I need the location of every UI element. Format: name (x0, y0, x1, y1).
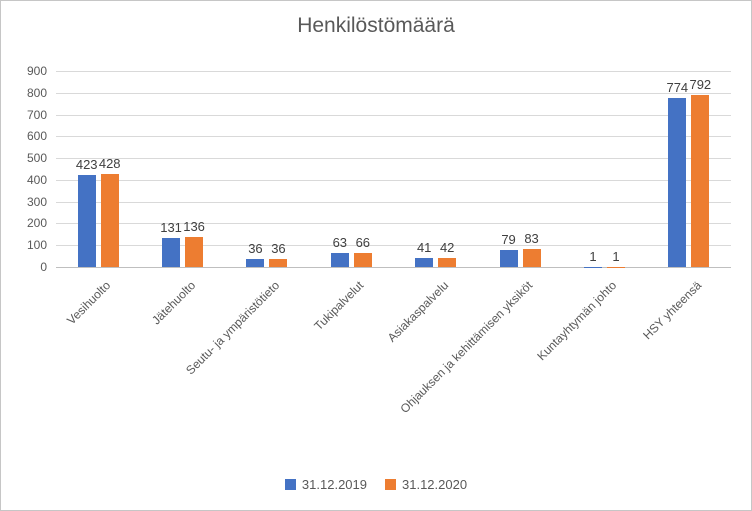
y-tick-label: 0 (40, 260, 47, 274)
legend-swatch (385, 479, 396, 490)
gridline (56, 179, 731, 181)
bar (499, 249, 518, 267)
data-label: 131 (160, 220, 182, 236)
y-tick-label: 500 (26, 151, 47, 166)
data-label: 428 (98, 155, 121, 171)
legend-label: 31.12.2020 (402, 477, 468, 492)
x-category-label: HSY yhteensä (640, 278, 705, 343)
data-label: 774 (666, 80, 689, 96)
bar (691, 94, 710, 267)
data-label: 36 (271, 241, 286, 257)
data-label: 136 (183, 219, 205, 235)
plot-area: 0 100 200 300 400 500 600 700 800 900 423 428 Vesihu… (27, 65, 731, 416)
y-tick-label: 200 (26, 216, 47, 231)
x-category-label: Asiakaspalvelu (384, 278, 451, 345)
y-tick-label: 300 (26, 194, 47, 209)
data-label: 63 (332, 235, 348, 251)
legend: 31.12.2019 31.12.2020 (1, 477, 751, 492)
bar (330, 253, 349, 267)
data-label: 41 (416, 240, 432, 256)
x-category-label: Seutu- ja ympäristötieto (183, 278, 283, 378)
y-tick-label: 900 (26, 64, 47, 78)
legend-label: 31.12.2019 (301, 477, 367, 492)
x-category-label: Tukipalvelut (311, 278, 367, 334)
bar (162, 238, 181, 267)
data-label: 42 (439, 239, 455, 255)
data-label: 36 (248, 241, 263, 257)
bar (269, 259, 288, 267)
data-label: 1 (612, 248, 620, 264)
y-tick-label: 700 (26, 107, 47, 122)
gridline (56, 114, 731, 116)
gridline (56, 71, 731, 72)
data-label: 1 (589, 248, 597, 264)
y-tick-label: 600 (26, 129, 47, 144)
bar (438, 257, 457, 267)
bar (185, 237, 204, 267)
data-label: 792 (689, 76, 712, 92)
gridline (56, 223, 731, 225)
gridline (56, 158, 731, 160)
bar (522, 248, 541, 267)
x-category-label: Kuntayhtymän johto (534, 278, 620, 364)
bar (668, 98, 687, 267)
data-label: 423 (75, 156, 98, 172)
gridline (56, 201, 731, 203)
legend-item: 31.12.2019 (284, 477, 367, 492)
chart-title: Henkilöstömäärä (297, 14, 455, 37)
bar (353, 252, 372, 267)
bar (77, 174, 96, 267)
legend-swatch (284, 479, 296, 490)
y-tick-label: 100 (26, 238, 47, 253)
legend-item: 31.12.2020 (385, 477, 467, 492)
data-label: 79 (501, 231, 516, 247)
y-tick-label: 800 (26, 85, 47, 100)
data-label: 66 (355, 234, 371, 250)
y-tick-label: 400 (26, 172, 47, 187)
x-category-label: Vesihuolto (64, 278, 114, 328)
bar (100, 173, 119, 267)
x-axis-line (56, 267, 731, 268)
data-label: 83 (524, 230, 539, 246)
gridline (56, 245, 731, 247)
bar (415, 258, 434, 267)
x-category-label: Jätehuolto (148, 278, 198, 328)
gridline (56, 92, 731, 94)
bar (246, 259, 265, 267)
gridline (56, 136, 731, 138)
